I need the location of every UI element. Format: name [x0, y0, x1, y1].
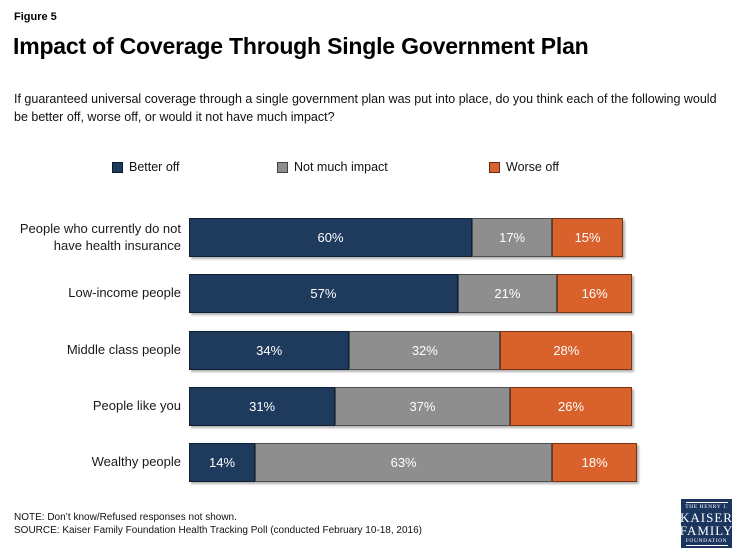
logo-line-foundation: FOUNDATION: [685, 537, 728, 544]
bar-segment: 21%: [457, 274, 557, 313]
bar-segment: 57%: [189, 274, 458, 313]
figure-number: Figure 5: [14, 11, 57, 23]
bar-segment: 28%: [500, 331, 633, 370]
legend-item: Worse off: [489, 160, 559, 174]
bar-segment: 32%: [349, 331, 501, 370]
legend-label: Worse off: [506, 160, 560, 174]
bar-row: 57% 21% 16%: [189, 274, 633, 313]
kff-foundation-logo: THE HENRY J. KAISER FAMILY FOUNDATION: [679, 499, 734, 548]
bar-row: 34% 32% 28%: [189, 331, 633, 370]
logo-line-kaiser: KAISER: [680, 509, 733, 525]
logo-line-family: FAMILY: [679, 522, 734, 538]
chart-subtitle: If guaranteed universal coverage through…: [14, 92, 717, 125]
category-label: Wealthy people: [91, 454, 181, 470]
logo-bottom-rule: [685, 544, 728, 546]
bar-segment: 63%: [255, 443, 553, 482]
bar-segment: 31%: [189, 387, 336, 426]
note-text: NOTE: Don’t know/Refused responses not s…: [14, 512, 237, 523]
bar-segment: 37%: [335, 387, 510, 426]
page-title: Impact of Coverage Through Single Govern…: [13, 33, 589, 59]
legend-swatch-icon: [112, 161, 123, 173]
bar-segment: 14%: [189, 443, 256, 482]
bar-segment: 16%: [556, 274, 633, 313]
bar-segment: 15%: [552, 218, 623, 257]
bar-row: 60% 17% 15%: [189, 218, 623, 257]
bar-row: 31% 37% 26%: [189, 387, 633, 426]
bar-segment: 34%: [189, 331, 350, 370]
legend-swatch-icon: [277, 161, 288, 173]
bar-segment: 26%: [509, 387, 633, 426]
legend-label: Better off: [129, 160, 180, 174]
logo-top-rule: [685, 501, 728, 503]
category-label: Middle class people: [66, 342, 181, 358]
bar-row: 14% 63% 18%: [189, 443, 638, 482]
category-label: People who currently do not have health …: [19, 220, 181, 253]
legend-label: Not much impact: [294, 160, 388, 174]
bar-segment: 17%: [472, 218, 553, 257]
bar-segment: 18%: [552, 443, 638, 482]
legend-item: Better off: [112, 160, 180, 174]
legend-item: Not much impact: [277, 160, 388, 174]
category-label: People like you: [92, 398, 181, 414]
bar-segment: 60%: [189, 218, 473, 257]
logo-line-henry: THE HENRY J.: [685, 503, 728, 510]
source-text: SOURCE: Kaiser Family Foundation Health …: [14, 525, 422, 536]
category-label: Low-income people: [68, 285, 181, 301]
legend-swatch-icon: [489, 161, 500, 173]
